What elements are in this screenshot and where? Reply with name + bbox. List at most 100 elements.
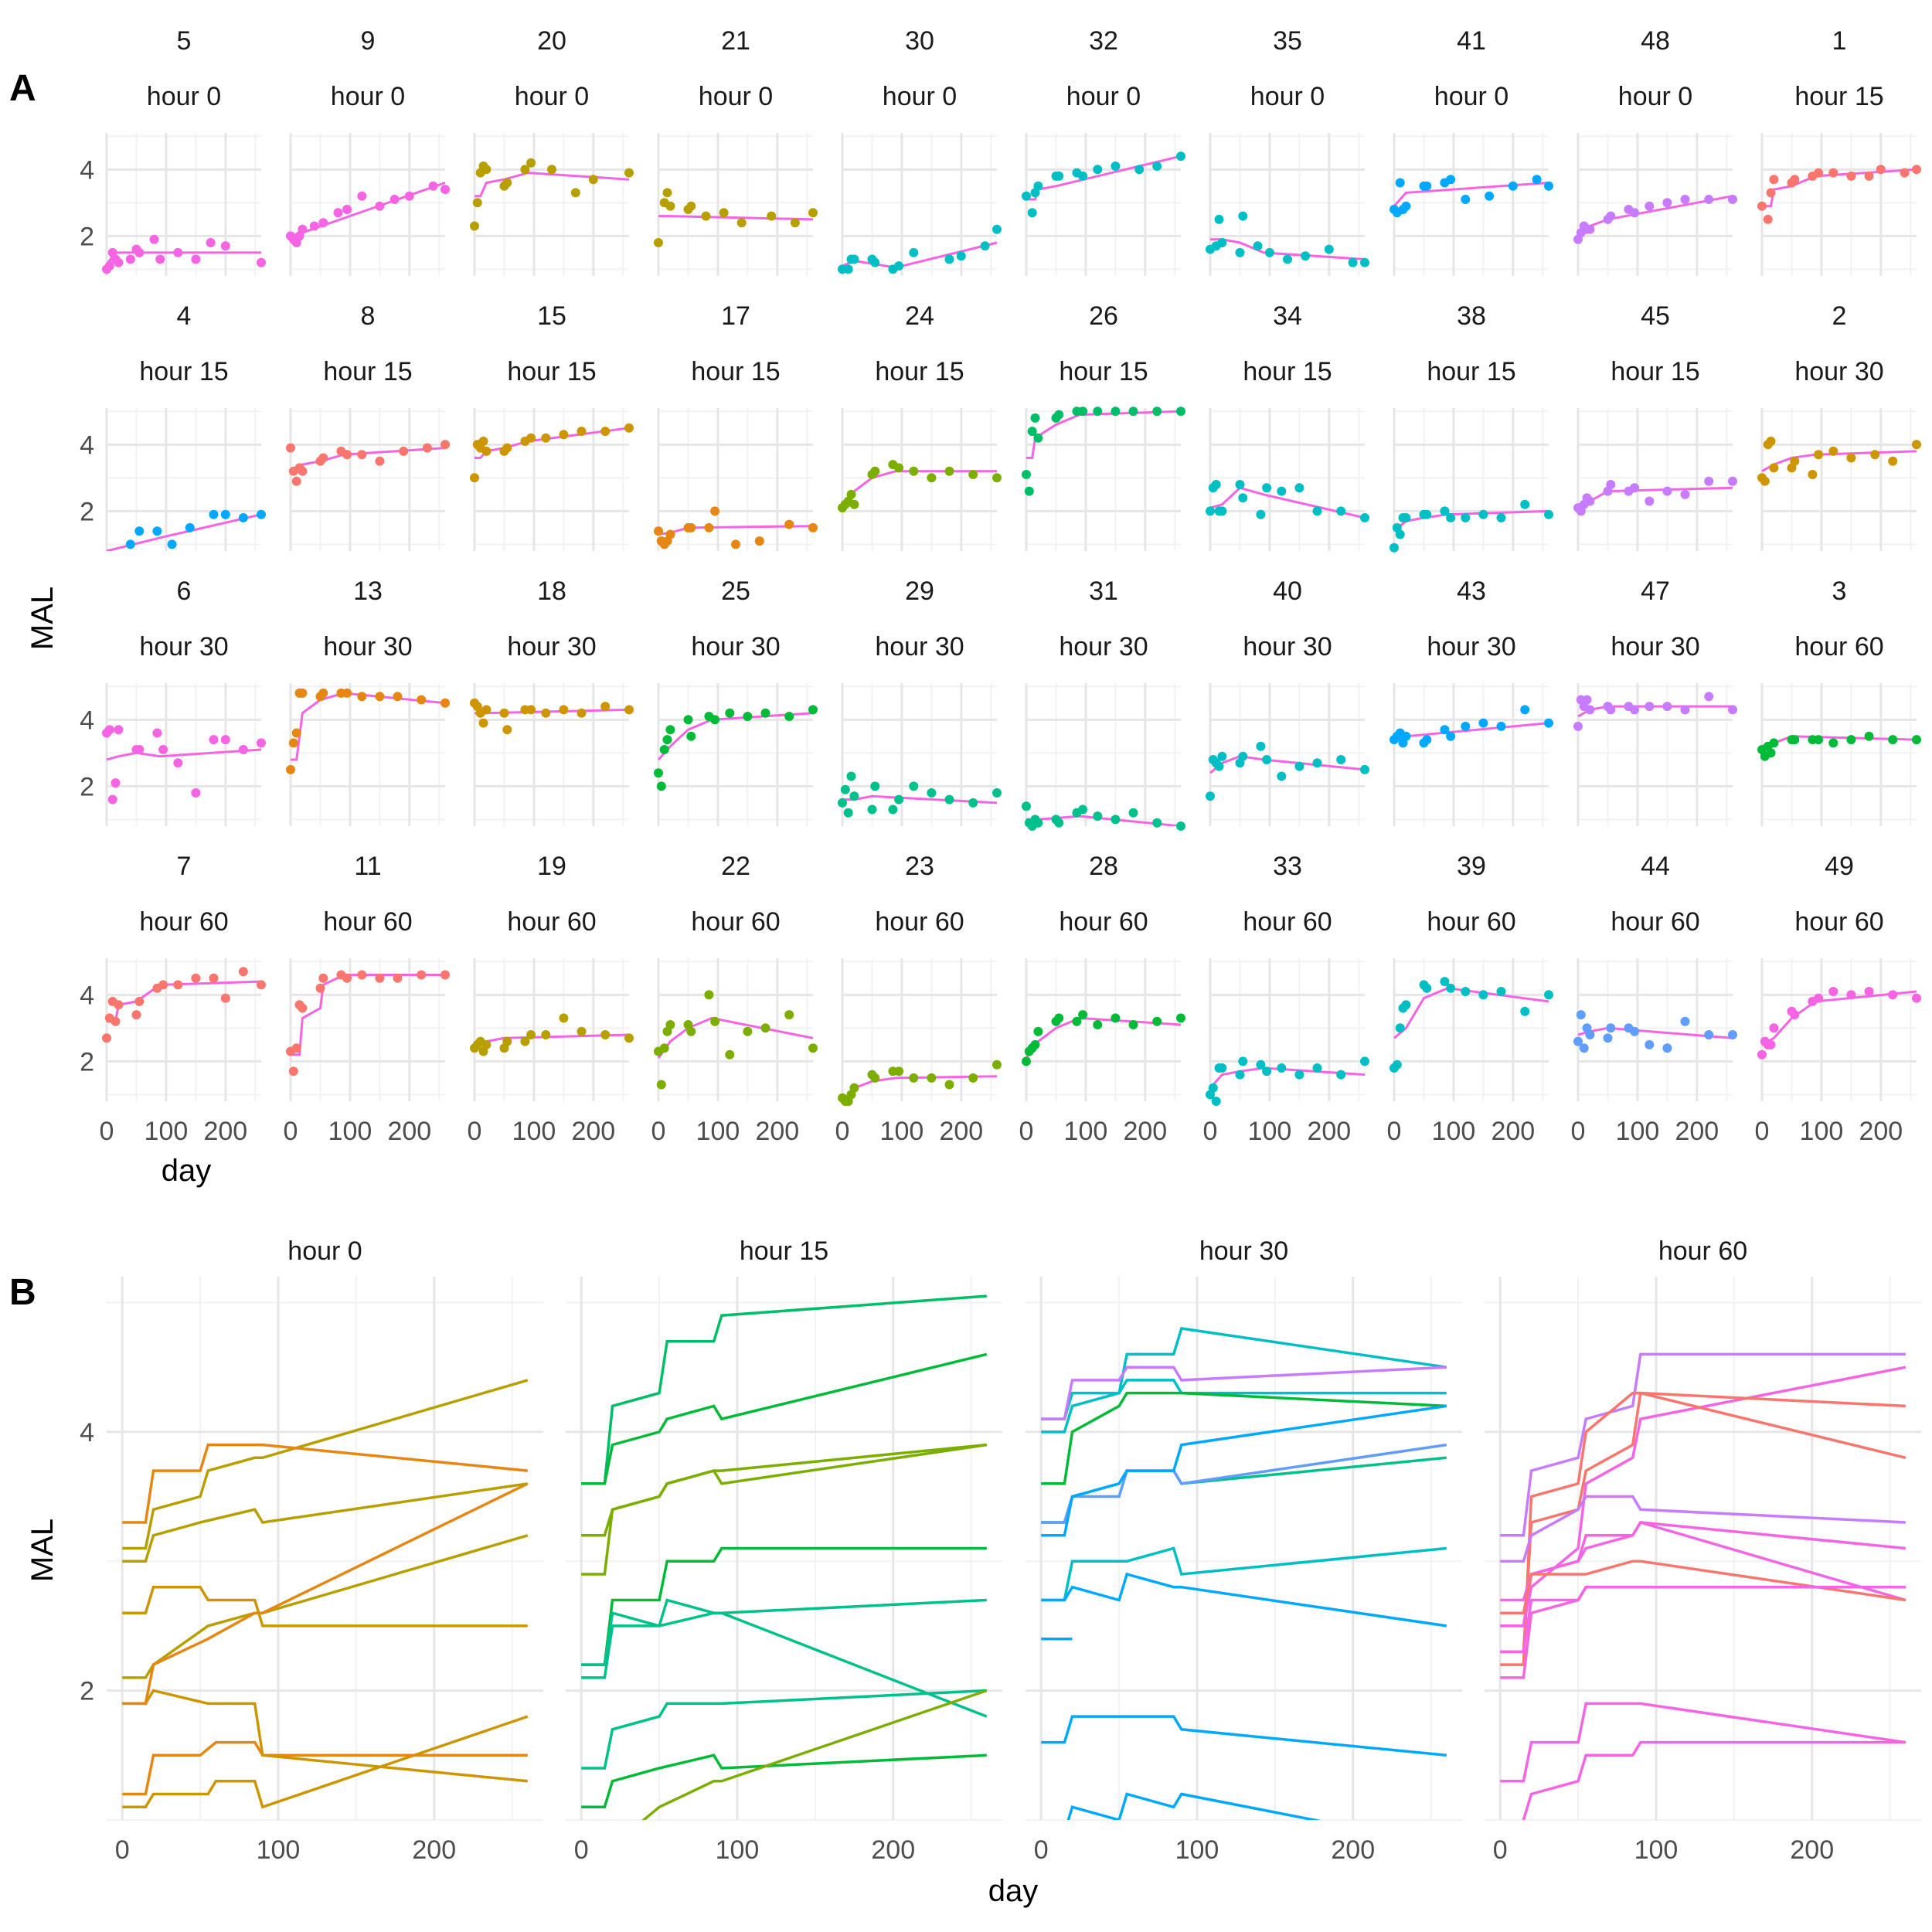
data-point bbox=[1606, 211, 1616, 221]
data-point bbox=[686, 201, 696, 211]
data-point bbox=[1582, 695, 1592, 705]
data-point bbox=[1033, 818, 1043, 828]
data-point bbox=[298, 1003, 308, 1013]
data-point bbox=[107, 794, 117, 804]
y-tick-label: 4 bbox=[80, 430, 94, 460]
data-point bbox=[1766, 1039, 1776, 1049]
data-point bbox=[1461, 513, 1471, 522]
data-point bbox=[333, 208, 343, 218]
facet-panel: 9 hour 0 bbox=[286, 26, 450, 276]
panel-b: hour 0 2 4 0 100 200 hour 15 0 100 200 hour 30 0 100… bbox=[26, 1236, 1921, 1908]
data-point bbox=[1217, 1063, 1227, 1073]
data-point bbox=[520, 165, 530, 175]
facet-id-label: 47 bbox=[1641, 577, 1670, 606]
data-point bbox=[1360, 257, 1369, 267]
fit-line bbox=[106, 513, 262, 551]
data-point bbox=[481, 1039, 492, 1049]
data-point bbox=[481, 165, 492, 175]
data-point bbox=[909, 781, 919, 791]
facet-id-label: 17 bbox=[721, 301, 750, 331]
facet-id-label: 5 bbox=[177, 26, 192, 56]
data-point bbox=[1093, 1020, 1103, 1029]
facet-panel: 31 hour 30 bbox=[1022, 577, 1185, 831]
x-tick-label: 100 bbox=[1800, 1117, 1844, 1146]
data-point bbox=[404, 191, 414, 201]
data-point bbox=[1585, 496, 1595, 506]
x-tick-label: 0 bbox=[284, 1117, 298, 1146]
facet-panel: 40 hour 30 bbox=[1206, 577, 1369, 826]
data-point bbox=[870, 1073, 880, 1083]
data-point bbox=[257, 509, 266, 519]
data-point bbox=[968, 1073, 978, 1083]
data-point bbox=[719, 208, 729, 218]
facet-panel: hour 15 0 100 200 bbox=[566, 1236, 1002, 1865]
data-point bbox=[1532, 175, 1542, 185]
data-point bbox=[238, 967, 248, 977]
data-point bbox=[288, 1066, 298, 1077]
facet-panel: 13 hour 30 bbox=[286, 577, 450, 826]
data-point bbox=[1728, 195, 1737, 204]
data-point bbox=[206, 238, 216, 247]
data-point bbox=[1054, 410, 1064, 420]
data-point bbox=[1024, 486, 1034, 496]
facet-id-label: 18 bbox=[537, 577, 566, 606]
facet-id-label: 40 bbox=[1273, 577, 1302, 606]
data-point bbox=[1630, 1026, 1640, 1036]
facet-id-label: 21 bbox=[721, 26, 750, 56]
facet-group-label: hour 30 bbox=[1427, 632, 1515, 662]
series-line bbox=[1041, 1391, 1447, 1485]
data-point bbox=[1606, 480, 1616, 489]
facet-panel: 4 hour 15 2 4 bbox=[80, 301, 266, 551]
facet-panel: 11 hour 60 0 100 200 bbox=[284, 852, 450, 1146]
data-point bbox=[1496, 987, 1506, 996]
fit-line bbox=[1210, 238, 1366, 260]
data-point bbox=[790, 218, 800, 228]
facet-group-label: hour 60 bbox=[1611, 907, 1699, 937]
facet-group-label: hour 60 bbox=[1794, 632, 1883, 662]
x-tick-label: 0 bbox=[1387, 1117, 1402, 1146]
data-point bbox=[1461, 721, 1471, 731]
data-point bbox=[909, 247, 919, 257]
data-point bbox=[1134, 165, 1145, 175]
facet-group-label: hour 15 bbox=[1427, 357, 1515, 386]
data-point bbox=[654, 238, 663, 247]
data-point bbox=[808, 705, 818, 715]
facet-panel: 28 hour 60 0 100 200 bbox=[1019, 852, 1185, 1146]
data-point bbox=[1814, 450, 1824, 460]
facet-group-label: hour 0 bbox=[1618, 82, 1692, 111]
data-point bbox=[481, 446, 492, 456]
data-point bbox=[1208, 1083, 1218, 1093]
y-tick-label: 2 bbox=[80, 772, 94, 801]
data-point bbox=[1277, 771, 1287, 781]
data-point bbox=[318, 218, 328, 228]
data-point bbox=[944, 254, 954, 264]
x-tick-label: 200 bbox=[1123, 1117, 1167, 1146]
data-point bbox=[894, 261, 904, 271]
facet-panel: 1 hour 15 bbox=[1757, 26, 1921, 276]
facet-id-label: 38 bbox=[1457, 301, 1486, 331]
data-point bbox=[1336, 1070, 1346, 1080]
facet-panel: 35 hour 0 bbox=[1206, 26, 1369, 276]
data-point bbox=[155, 254, 165, 264]
data-point bbox=[152, 728, 162, 738]
data-point bbox=[1336, 506, 1346, 516]
data-point bbox=[559, 1013, 569, 1023]
data-point bbox=[1888, 990, 1898, 1000]
facet-group-label: hour 0 bbox=[1434, 82, 1509, 111]
data-point bbox=[291, 1043, 301, 1053]
data-point bbox=[654, 526, 663, 536]
data-point bbox=[417, 695, 427, 705]
facet-id-label: 4 bbox=[177, 301, 192, 331]
data-point bbox=[298, 688, 308, 698]
facet-title: hour 30 bbox=[1199, 1236, 1288, 1266]
x-tick-label: 0 bbox=[1034, 1835, 1049, 1865]
data-point bbox=[1630, 208, 1640, 218]
facet-panel: 39 hour 60 0 100 200 bbox=[1387, 852, 1553, 1146]
data-point bbox=[1072, 1016, 1082, 1026]
data-point bbox=[1395, 1023, 1405, 1033]
panel-b-letter: B bbox=[9, 1272, 36, 1313]
data-point bbox=[1294, 483, 1304, 493]
data-point bbox=[870, 781, 880, 791]
facet-panel: 43 hour 30 bbox=[1389, 577, 1553, 826]
